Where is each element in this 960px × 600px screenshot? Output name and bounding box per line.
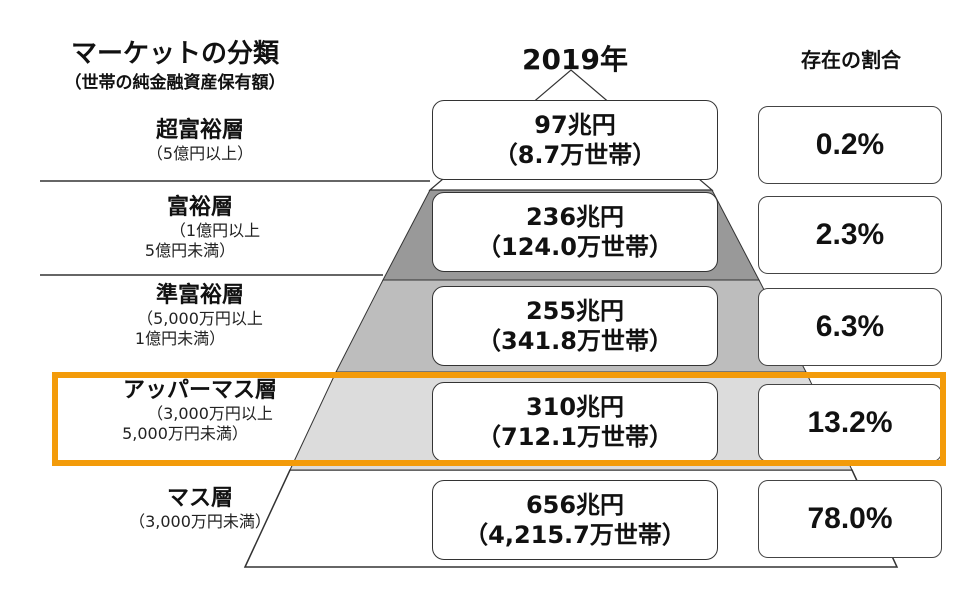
ratio-box-upper-mass: 13.2%	[758, 384, 942, 462]
tier-range: （5億円以上）	[146, 144, 254, 163]
assets-value: 236兆円	[525, 203, 625, 231]
tier-range: （3,000万円以上	[147, 404, 273, 423]
tier-label-upper-mass: アッパーマス層 （3,000万円以上 5,000万円未満）	[70, 378, 330, 444]
tier-range-2: 5億円未満）	[144, 241, 236, 260]
tier-label-ultra-wealthy: 超富裕層 （5億円以上）	[90, 118, 310, 164]
value-box-mass: 656兆円 （4,215.7万世帯）	[432, 480, 718, 560]
category-header: マーケットの分類 （世帯の純金融資産保有額）	[40, 38, 310, 94]
value-box-semi-wealthy: 255兆円 （341.8万世帯）	[432, 286, 718, 366]
ratio-box-mass: 78.0%	[758, 480, 942, 558]
tier-label-semi-wealthy: 準富裕層 （5,000万円以上 1億円未満）	[80, 283, 320, 349]
ratio-box-wealthy: 2.3%	[758, 196, 942, 274]
households-value: （8.7万世帯）	[493, 141, 657, 169]
ratio-box-ultra-wealthy: 0.2%	[758, 106, 942, 184]
category-subtitle: （世帯の純金融資産保有額）	[64, 73, 286, 93]
households-value: （124.0万世帯）	[477, 233, 673, 261]
tier-name: マス層	[166, 486, 233, 511]
households-value: （341.8万世帯）	[477, 327, 673, 355]
tier-name: 準富裕層	[155, 283, 244, 308]
assets-value: 656兆円	[525, 491, 625, 519]
tier-name: 超富裕層	[155, 118, 244, 143]
assets-value: 310兆円	[525, 393, 625, 421]
value-box-wealthy: 236兆円 （124.0万世帯）	[432, 192, 718, 272]
households-value: （712.1万世帯）	[477, 423, 673, 451]
tier-range-2: 1億円未満）	[134, 329, 226, 348]
value-box-ultra-wealthy: 97兆円 （8.7万世帯）	[432, 100, 718, 180]
households-value: （4,215.7万世帯）	[464, 521, 686, 549]
value-box-upper-mass: 310兆円 （712.1万世帯）	[432, 382, 718, 462]
tier-range: （1億円以上	[169, 221, 261, 240]
tier-range: （5,000万円以上	[137, 309, 263, 328]
assets-value: 97兆円	[534, 111, 616, 139]
highlight-frame-upper-mass	[52, 372, 946, 466]
tier-label-wealthy: 富裕層 （1億円以上 5億円未満）	[90, 195, 310, 261]
ratio-header: 存在の割合	[801, 48, 901, 72]
year-label: 2019年	[522, 43, 628, 76]
ratio-box-semi-wealthy: 6.3%	[758, 288, 942, 366]
assets-value: 255兆円	[525, 297, 625, 325]
tier-range: （3,000万円未満）	[129, 512, 271, 531]
category-title: マーケットの分類	[70, 39, 279, 69]
tier-name: 富裕層	[166, 195, 233, 220]
tier-label-mass: マス層 （3,000万円未満）	[80, 486, 320, 532]
tier-name: アッパーマス層	[122, 378, 277, 403]
tier-range-2: 5,000万円未満）	[122, 424, 248, 443]
